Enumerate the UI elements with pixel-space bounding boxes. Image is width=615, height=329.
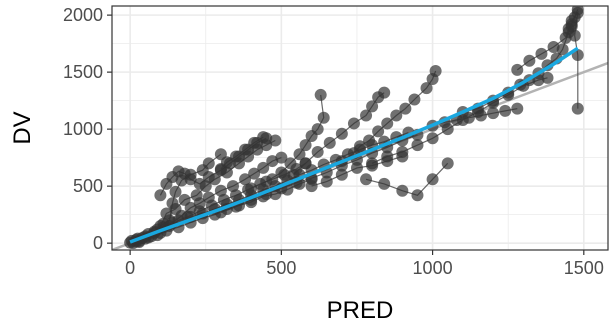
data-point — [487, 107, 500, 120]
y-axis-title: DV — [9, 111, 36, 144]
data-point — [160, 207, 173, 220]
data-point — [260, 175, 273, 188]
data-point — [547, 41, 560, 54]
data-point — [381, 155, 394, 168]
data-point — [284, 157, 297, 170]
data-point — [275, 166, 288, 179]
data-point — [411, 189, 424, 202]
data-point — [184, 173, 197, 186]
data-point — [257, 131, 270, 144]
data-point — [441, 157, 454, 170]
data-point — [559, 31, 572, 44]
y-tick-label: 0 — [93, 233, 103, 253]
data-point — [239, 173, 252, 186]
data-point — [429, 64, 442, 77]
data-point — [571, 102, 584, 115]
x-tick-label: 1500 — [564, 258, 604, 278]
data-point — [220, 156, 233, 169]
data-point — [269, 134, 282, 147]
x-tick-label: 1000 — [413, 258, 453, 278]
data-point — [248, 167, 261, 180]
data-point — [311, 145, 324, 158]
data-point — [314, 88, 327, 101]
data-point — [411, 139, 424, 152]
data-point — [420, 82, 433, 95]
data-point — [154, 189, 167, 202]
data-point — [169, 185, 182, 198]
panel-border — [111, 5, 609, 251]
data-point — [571, 6, 584, 19]
data-point — [511, 102, 524, 115]
data-point — [354, 140, 366, 153]
data-point — [248, 136, 261, 149]
data-point — [305, 180, 318, 193]
data-point — [239, 143, 252, 156]
data-point — [378, 177, 391, 190]
smooth-line-layer — [129, 46, 579, 244]
axes-layer: 0 500 1000 1500 0 500 1000 1500 2000 — [63, 5, 609, 278]
data-point — [320, 175, 333, 188]
x-tick-label: 500 — [266, 258, 296, 278]
data-point — [350, 161, 363, 174]
data-point — [245, 182, 258, 195]
x-axis-title: PRED — [327, 297, 394, 324]
data-point — [541, 71, 554, 84]
data-point — [311, 123, 324, 136]
data-point — [378, 86, 391, 99]
data-point — [226, 180, 239, 193]
y-tick-label: 1500 — [63, 62, 103, 82]
data-point — [372, 125, 385, 138]
data-point — [293, 148, 306, 161]
data-point — [184, 201, 197, 214]
y-tick-label: 2000 — [63, 5, 103, 25]
data-point — [347, 117, 360, 130]
data-point — [335, 168, 348, 181]
data-point — [535, 47, 548, 60]
data-point — [366, 100, 379, 113]
data-point — [202, 171, 215, 184]
data-point — [266, 155, 279, 168]
data-point — [396, 184, 409, 197]
data-point — [360, 109, 373, 122]
data-point — [462, 111, 475, 124]
data-point — [511, 63, 524, 76]
y-tick-label: 1000 — [63, 119, 103, 139]
y-tick-label: 500 — [73, 176, 103, 196]
data-point — [363, 134, 376, 147]
data-point — [408, 93, 421, 106]
data-point — [399, 102, 412, 115]
data-point — [257, 161, 270, 174]
data-point — [335, 127, 348, 140]
data-point — [499, 104, 512, 117]
data-point — [275, 151, 288, 164]
x-tick-label: 0 — [125, 258, 135, 278]
data-point — [523, 54, 536, 67]
data-point — [474, 109, 487, 122]
data-point — [396, 150, 409, 163]
data-point — [323, 136, 336, 149]
data-point — [360, 173, 373, 186]
data-point — [202, 157, 215, 170]
data-point — [390, 109, 403, 122]
data-point — [426, 173, 439, 186]
data-point — [299, 139, 312, 152]
data-point — [426, 132, 439, 145]
data-point — [317, 111, 330, 124]
smooth-trend-line — [129, 46, 579, 244]
data-point — [299, 157, 312, 170]
data-point — [193, 177, 206, 190]
data-point — [366, 159, 379, 172]
data-point — [381, 117, 394, 130]
data-point — [230, 150, 242, 163]
data-point — [568, 29, 581, 42]
data-point — [556, 43, 569, 56]
data-point — [214, 184, 227, 197]
